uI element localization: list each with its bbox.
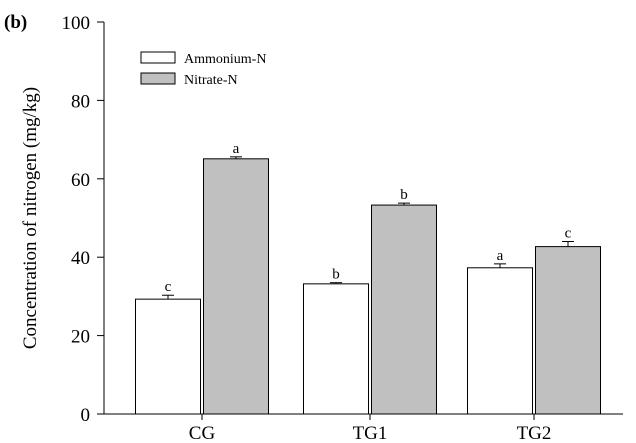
significance-label-Nitrate-N-TG2: c	[565, 226, 572, 242]
panel-label: (b)	[4, 12, 27, 33]
bar-Nitrate-N-TG2	[535, 246, 601, 415]
y-tick-label-2: 40	[71, 248, 90, 269]
legend-label-Nitrate-N: Nitrate-N	[184, 73, 238, 88]
significance-label-Nitrate-N-CG: a	[233, 141, 240, 157]
y-tick-label-1: 20	[71, 327, 90, 348]
bar-Ammonium-N-CG	[135, 298, 201, 415]
significance-label-Ammonium-N-TG1: b	[332, 267, 340, 283]
significance-label-Ammonium-N-CG: c	[165, 279, 172, 295]
x-tick-label-TG1: TG1	[353, 423, 388, 443]
significance-label-Ammonium-N-TG2: a	[497, 248, 504, 264]
legend: Ammonium-N Nitrate-N	[140, 51, 266, 88]
legend-swatch-Nitrate-N	[140, 72, 176, 85]
y-tick-label-4: 80	[71, 91, 90, 112]
x-tick-label-CG: CG	[189, 423, 216, 443]
significance-label-Nitrate-N-TG1: b	[400, 187, 408, 203]
x-tick-label-TG2: TG2	[517, 423, 552, 443]
y-tick-label-0: 0	[81, 405, 91, 426]
y-tick-label-3: 60	[71, 170, 90, 191]
y-axis-title: Concentration of nitrogen (mg/kg)	[20, 87, 41, 349]
bar-Nitrate-N-TG1	[371, 204, 437, 415]
bar-Ammonium-N-TG2	[467, 267, 533, 415]
legend-label-Ammonium-N: Ammonium-N	[184, 52, 266, 67]
bar-Ammonium-N-TG1	[303, 283, 369, 415]
bar-Nitrate-N-CG	[203, 158, 269, 415]
plot-area: 0 20 40 60 80 100 CG c a TG1 b b TG2 a c	[62, 13, 623, 443]
y-tick-label-5: 100	[62, 13, 91, 34]
legend-swatch-Ammonium-N	[140, 51, 176, 64]
